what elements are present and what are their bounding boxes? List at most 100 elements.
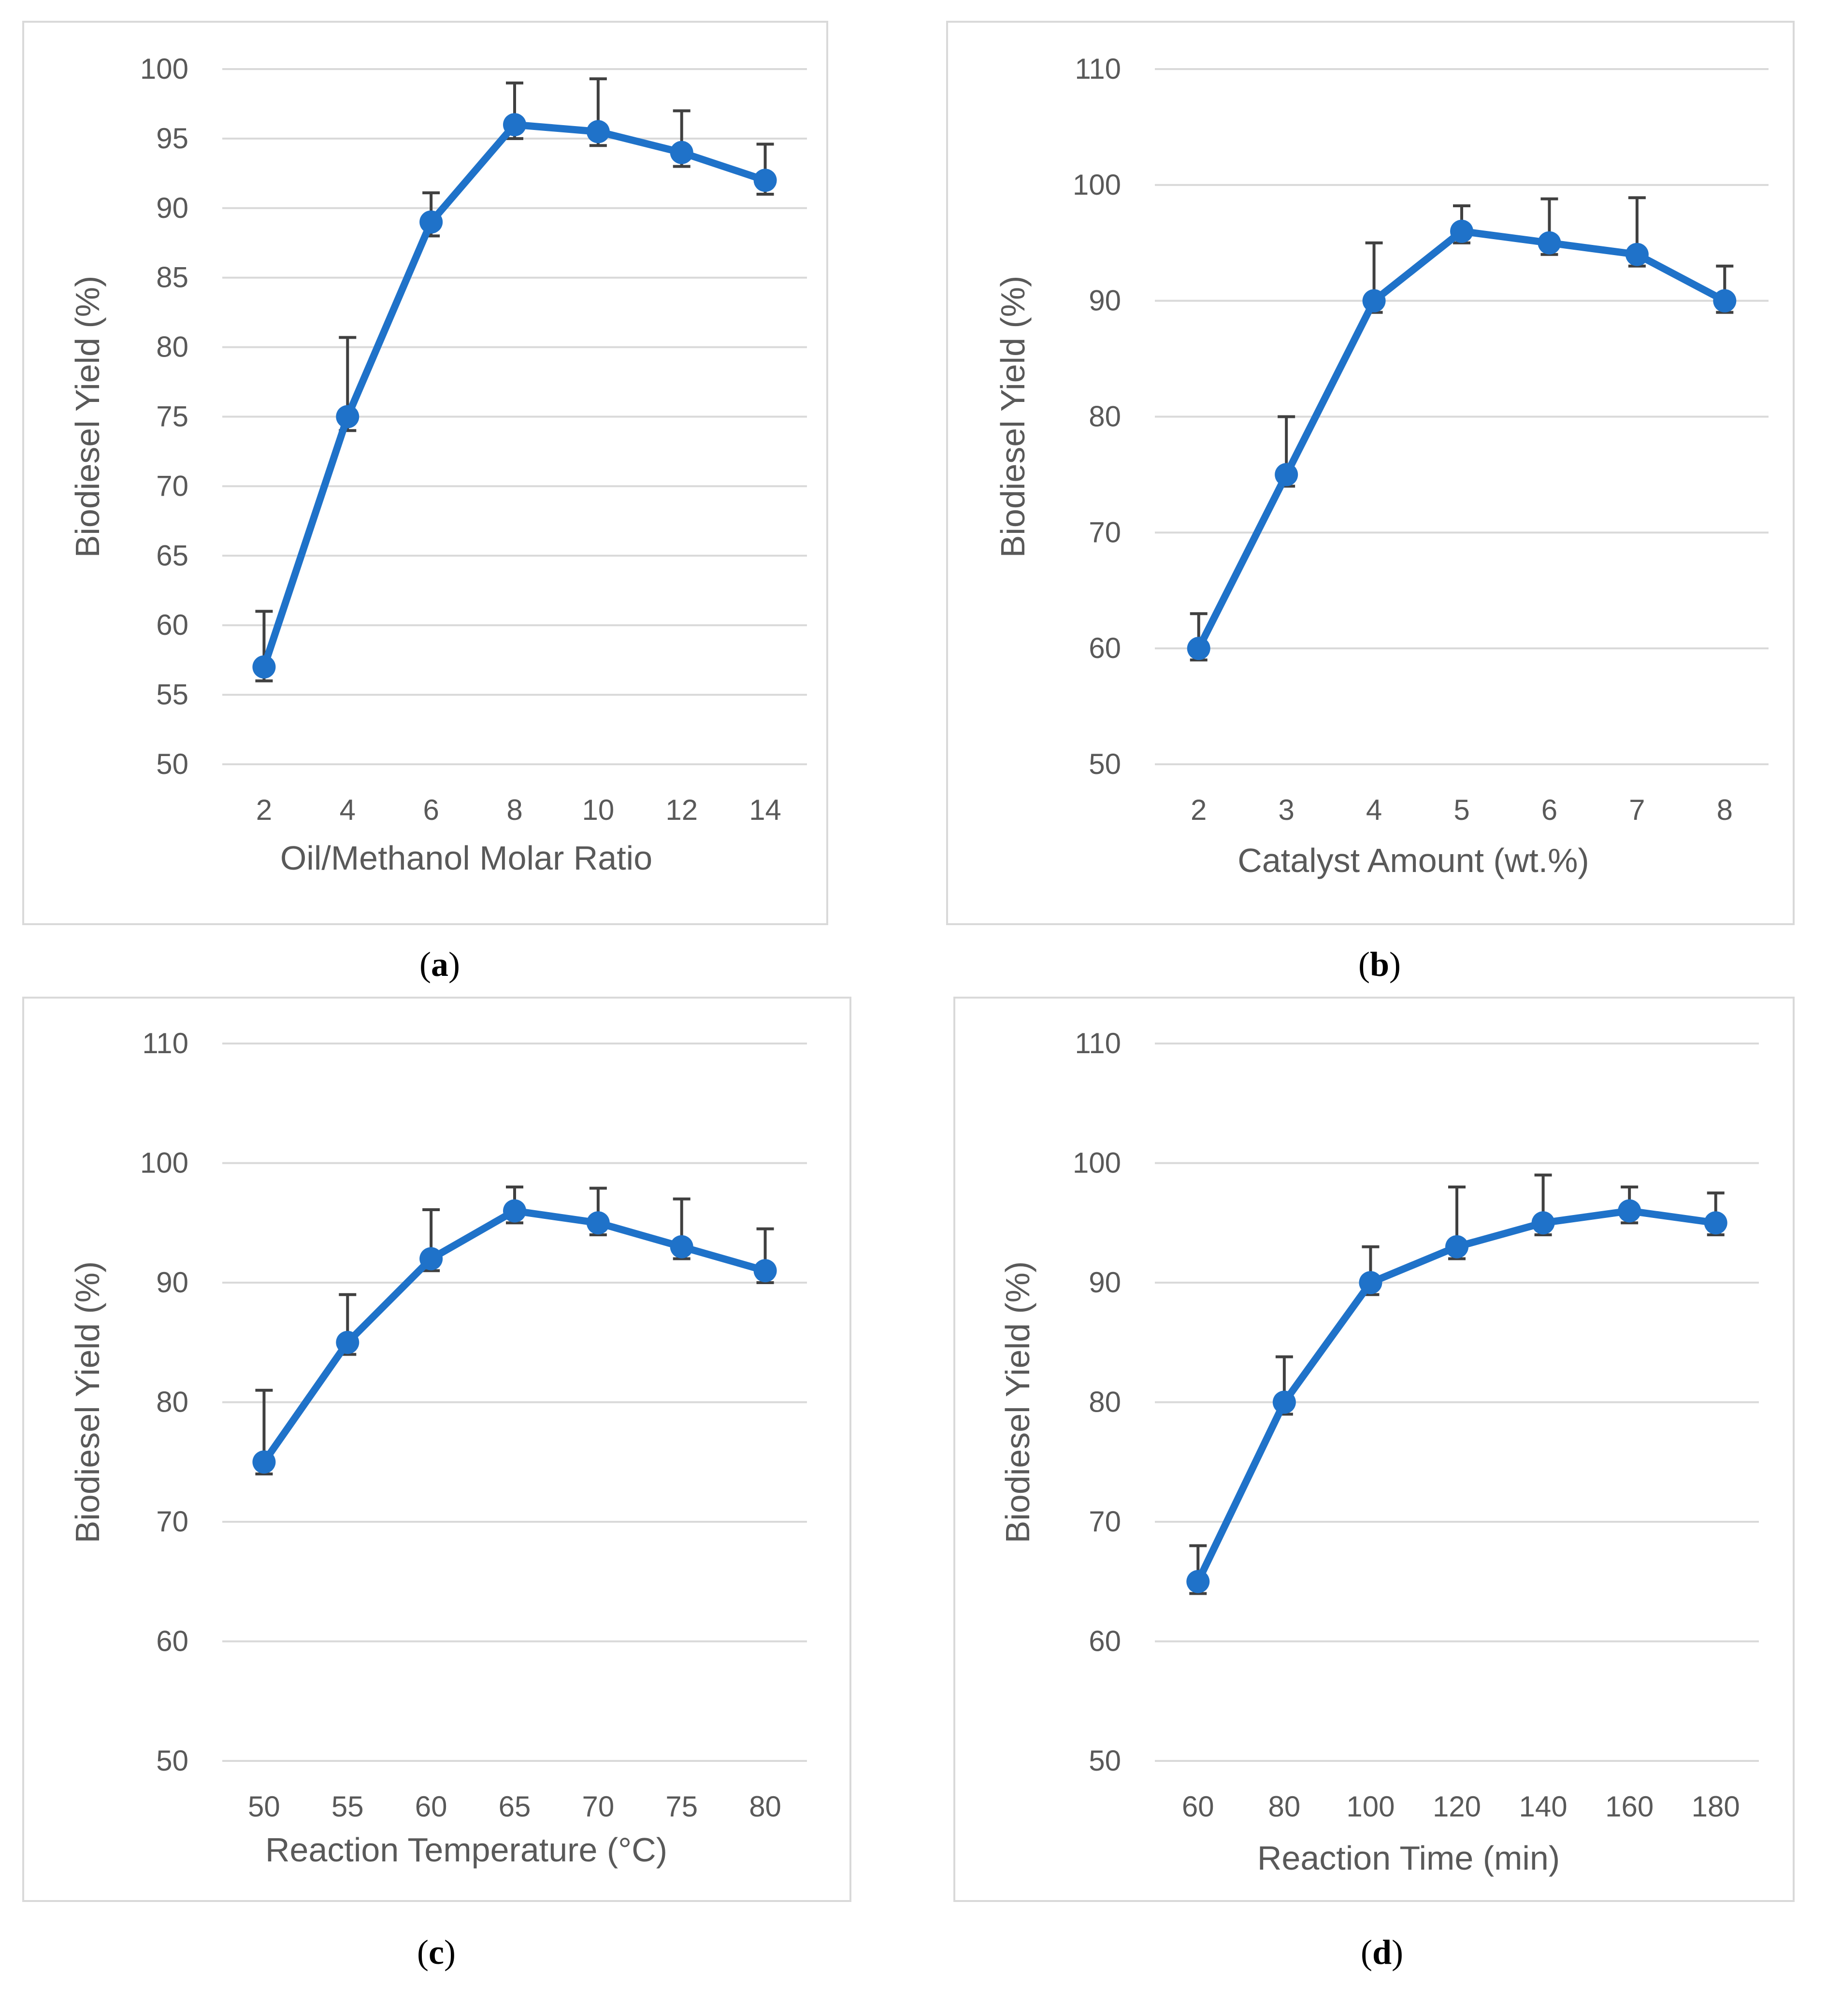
data-point xyxy=(1704,1211,1727,1235)
y-tick-label: 90 xyxy=(156,1266,188,1299)
y-tick-label: 70 xyxy=(1089,1505,1121,1538)
y-tick-label: 110 xyxy=(142,1027,188,1059)
data-point xyxy=(1450,219,1473,243)
y-tick-label: 100 xyxy=(1073,1147,1121,1179)
x-axis-label: Catalyst Amount (wt.%) xyxy=(1237,842,1589,879)
x-tick-label: 4 xyxy=(340,794,356,826)
data-point xyxy=(1187,637,1210,660)
y-tick-label: 50 xyxy=(156,1744,188,1777)
x-axis-label: Reaction Temperature (°C) xyxy=(265,1831,667,1869)
y-tick-label: 80 xyxy=(156,1386,188,1418)
y-tick-label: 50 xyxy=(1089,748,1121,780)
x-tick-label: 65 xyxy=(499,1790,531,1823)
data-point xyxy=(1531,1211,1555,1235)
x-tick-label: 12 xyxy=(665,794,698,826)
x-tick-label: 120 xyxy=(1433,1790,1481,1823)
y-tick-label: 100 xyxy=(140,1147,188,1179)
y-tick-label: 60 xyxy=(1089,632,1121,664)
y-tick-label: 90 xyxy=(1089,285,1121,317)
data-point xyxy=(1625,243,1649,266)
y-tick-label: 70 xyxy=(156,1505,188,1538)
x-tick-label: 8 xyxy=(1717,794,1733,826)
data-point xyxy=(1275,463,1298,486)
y-tick-label: 75 xyxy=(156,400,188,433)
data-point xyxy=(1362,289,1386,313)
x-tick-label: 55 xyxy=(331,1790,364,1823)
x-tick-label: 8 xyxy=(506,794,522,826)
y-tick-label: 90 xyxy=(156,192,188,224)
panel-label: (c) xyxy=(417,1933,456,1972)
y-tick-label: 95 xyxy=(156,122,188,155)
x-axis-label: Oil/Methanol Molar Ratio xyxy=(280,839,652,877)
chart-panel-d: 50 60 70 80 90 100 110 60 80 100 120 140 160 180 React… xyxy=(953,997,1795,1972)
x-tick-label: 3 xyxy=(1278,794,1294,826)
x-tick-label: 50 xyxy=(248,1790,280,1823)
data-point xyxy=(419,1247,443,1271)
x-tick-label: 2 xyxy=(1191,794,1207,826)
y-tick-label: 60 xyxy=(1089,1625,1121,1658)
data-point xyxy=(586,1211,610,1235)
data-point xyxy=(753,1259,777,1283)
x-tick-label: 140 xyxy=(1519,1790,1568,1823)
y-tick-label: 100 xyxy=(1073,169,1121,201)
data-point xyxy=(1272,1390,1296,1414)
y-tick-label: 85 xyxy=(156,261,188,294)
data-point xyxy=(670,141,693,164)
y-tick-label: 65 xyxy=(156,539,188,572)
data-point xyxy=(1713,289,1737,313)
panel-label: (b) xyxy=(1358,945,1401,984)
y-tick-label: 50 xyxy=(1089,1744,1121,1777)
data-point xyxy=(252,1450,276,1474)
data-point xyxy=(419,210,443,234)
chart-panel-b: 50 60 70 80 90 100 110 2 3 4 5 6 7 8 Catalyst Amount (… xyxy=(946,21,1795,984)
panel-label: (a) xyxy=(419,945,460,984)
y-tick-label: 50 xyxy=(156,748,188,780)
data-point xyxy=(753,169,777,192)
y-tick-label: 110 xyxy=(1075,53,1121,85)
data-point xyxy=(252,655,276,679)
chart-panel-c: 50 60 70 80 90 100 110 50 55 60 65 70 75 80 Reaction T… xyxy=(22,997,851,1972)
data-point xyxy=(1186,1570,1210,1593)
x-tick-label: 60 xyxy=(1182,1790,1214,1823)
data-point xyxy=(1445,1235,1468,1258)
data-point xyxy=(670,1235,693,1258)
y-tick-label: 60 xyxy=(156,609,188,641)
data-point xyxy=(1359,1271,1382,1294)
x-tick-label: 10 xyxy=(582,794,614,826)
y-axis-label: Biodiesel Yield (%) xyxy=(994,276,1032,558)
x-tick-label: 80 xyxy=(749,1790,781,1823)
y-tick-label: 80 xyxy=(1089,1386,1121,1418)
x-tick-label: 180 xyxy=(1692,1790,1740,1823)
x-tick-label: 4 xyxy=(1366,794,1382,826)
x-tick-label: 6 xyxy=(1541,794,1557,826)
y-tick-label: 80 xyxy=(1089,400,1121,433)
data-point xyxy=(336,405,360,429)
data-point xyxy=(586,120,610,143)
data-point xyxy=(1538,231,1561,255)
x-tick-label: 60 xyxy=(415,1790,447,1823)
data-point xyxy=(503,1199,526,1223)
data-point xyxy=(503,113,526,137)
x-tick-label: 100 xyxy=(1346,1790,1395,1823)
x-tick-label: 14 xyxy=(749,794,781,826)
x-tick-label: 5 xyxy=(1453,794,1469,826)
y-tick-label: 55 xyxy=(156,678,188,711)
chart-frame xyxy=(22,21,828,925)
y-tick-label: 60 xyxy=(156,1625,188,1658)
data-point xyxy=(336,1330,360,1354)
x-tick-label: 75 xyxy=(665,1790,698,1823)
x-tick-label: 70 xyxy=(582,1790,614,1823)
y-axis-label: Biodiesel Yield (%) xyxy=(69,1261,106,1544)
chart-frame xyxy=(953,997,1795,1902)
chart-panel-a: 50 55 60 65 70 75 80 85 90 95 100 2 4 6 8 10 12 14 Oil/Met… xyxy=(22,21,828,984)
y-axis-label: Biodiesel Yield (%) xyxy=(999,1261,1036,1544)
chart-frame xyxy=(22,997,851,1902)
x-tick-label: 160 xyxy=(1605,1790,1654,1823)
data-point xyxy=(1618,1199,1641,1223)
y-tick-label: 90 xyxy=(1089,1266,1121,1299)
y-tick-label: 110 xyxy=(1075,1027,1121,1059)
panel-label: (d) xyxy=(1361,1933,1403,1972)
y-tick-label: 80 xyxy=(156,331,188,363)
y-tick-label: 70 xyxy=(156,470,188,502)
